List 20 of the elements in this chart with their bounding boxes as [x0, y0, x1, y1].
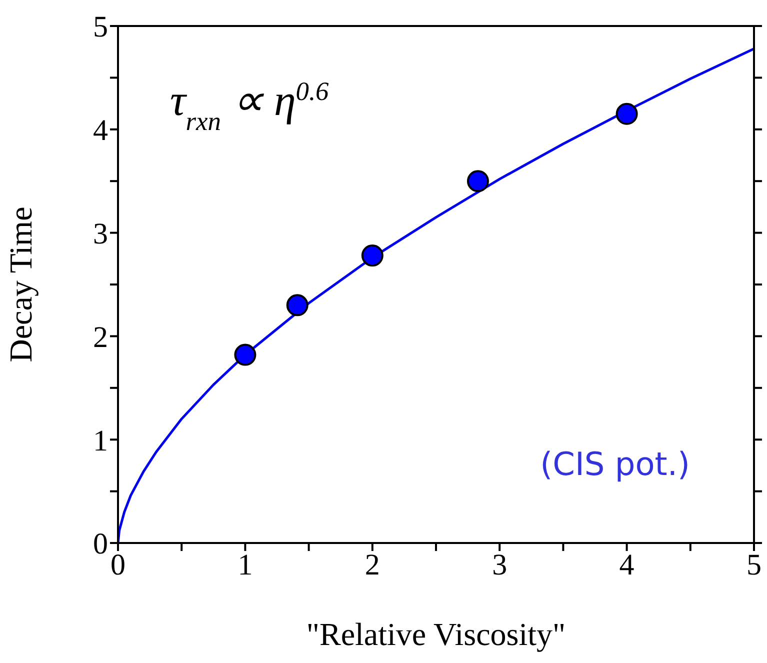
point [286, 294, 308, 316]
y-tick-label: 5 [93, 10, 108, 44]
point [361, 244, 384, 267]
y-tick-label: 1 [93, 424, 108, 458]
annotation: τ$_{rxn}$ ∝ η$^{0.6}$ [170, 76, 330, 136]
x-axis-title: "Relative Viscosity" [306, 616, 566, 652]
annotation: (CIS pot.) [540, 445, 690, 483]
y-axis-title: Decay Time [2, 206, 38, 362]
x-tick-label: 1 [238, 548, 253, 582]
point [616, 102, 638, 125]
x-tick-label: 4 [619, 548, 634, 582]
point [234, 344, 256, 366]
y-tick-label: 4 [93, 114, 108, 148]
y-tick-label: 2 [93, 320, 108, 354]
point [466, 170, 489, 192]
y-tick-label: 3 [93, 217, 108, 250]
y-tick-label: 0 [93, 528, 108, 561]
x-tick-label: 2 [364, 548, 380, 582]
x-tick-label: 3 [492, 548, 508, 582]
x-tick-label: 5 [746, 548, 762, 582]
